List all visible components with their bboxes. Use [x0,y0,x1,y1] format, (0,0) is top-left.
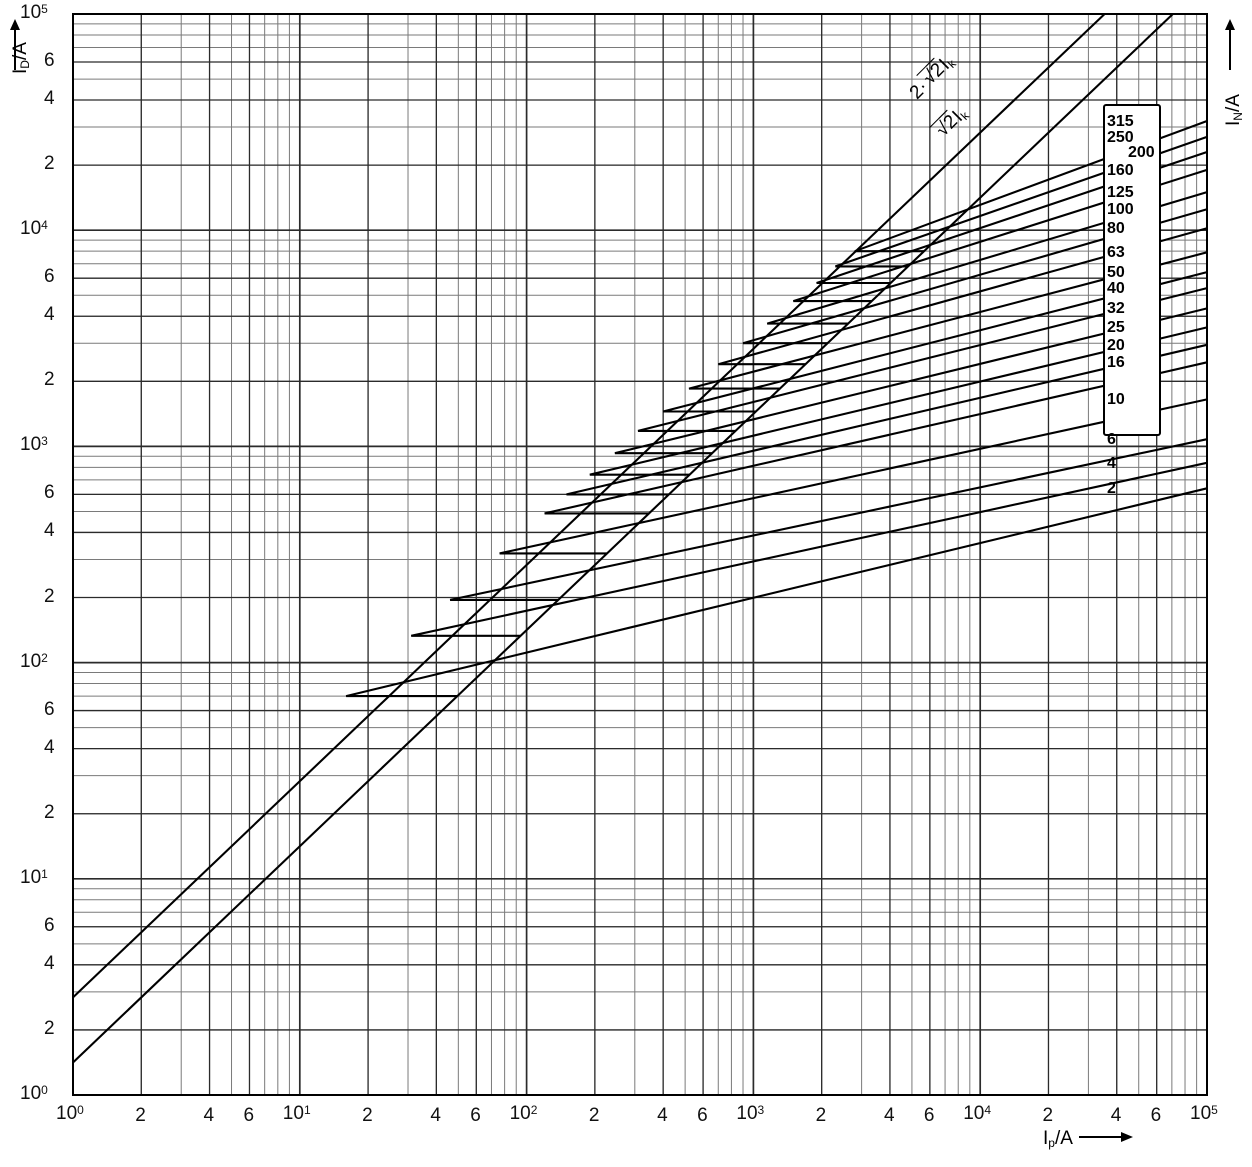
x-tick-1e2: 102 [509,1103,538,1124]
legend-entry-40: 40 [1107,280,1125,298]
legend-entry-2: 2 [1107,480,1116,498]
curve-200 [816,151,1208,285]
x-tick-2000: 2 [815,1105,827,1126]
curve-80 [718,227,1208,366]
y-tick-1e5: 105 [20,2,48,23]
curve-125 [766,191,1208,325]
y-tick-2: 2 [44,1017,55,1039]
x-tick-6000: 6 [923,1105,935,1126]
curve-16 [544,361,1208,515]
y-tick-20000: 2 [44,153,55,175]
y-tick-40: 4 [44,736,55,758]
legend-entry-160: 160 [1107,161,1134,179]
x-tick-60000: 6 [1150,1105,1162,1126]
x-tick-400: 4 [657,1105,668,1126]
x-tick-4: 4 [203,1105,215,1126]
legend-entry-63: 63 [1107,244,1125,262]
legend-entry-16: 16 [1107,354,1125,372]
y-tick-6000: 6 [44,266,55,288]
curve-32 [614,307,1208,455]
legend-entry-100: 100 [1107,201,1134,219]
legend-entry-32: 32 [1107,300,1125,318]
x-axis-arrow-icon [1079,1132,1134,1142]
legend-entry-20: 20 [1107,336,1125,354]
x-tick-1e0: 100 [56,1103,84,1124]
x-tick-1e4: 104 [963,1103,992,1124]
y-axis-left-arrow-icon [10,19,20,70]
y-tick-400: 4 [44,520,55,542]
y-tick-60: 6 [44,698,55,720]
x-tick-1e1: 101 [282,1103,311,1124]
curve-63 [688,251,1208,390]
x-tick-600: 6 [697,1105,708,1126]
reference-line-2-sqrt2-Ik [72,13,1106,999]
curve-20 [566,343,1208,496]
x-axis-unit: /A [1054,1128,1072,1149]
curve-6 [449,438,1208,601]
y-tick-1e2: 102 [20,650,48,672]
curve-40 [637,287,1208,432]
y-tick-600: 6 [44,482,55,504]
y-axis-left-title: ID/A [2,18,32,128]
y-tick-20: 2 [44,801,55,823]
y-axis-right-title: IN/A [1215,18,1249,128]
x-tick-6: 6 [243,1105,255,1126]
legend-entry-200: 200 [1128,143,1155,161]
x-tick-40: 4 [430,1105,441,1126]
legend-entry-25: 25 [1107,319,1125,337]
legend-entry-50: 50 [1107,264,1125,282]
legend-entry-125: 125 [1107,184,1134,202]
y-tick-1e3: 103 [20,434,48,456]
x-axis-subscript: p [1048,1136,1055,1150]
curve-160 [792,168,1208,303]
reference-line-sqrt2-Ik [72,13,1174,1064]
legend-entry-250: 250 [1107,128,1134,146]
curve-10 [499,398,1208,555]
y-tick-1e0: 100 [20,1083,48,1104]
legend-entry-315: 315 [1107,112,1134,130]
x-tick-1e5: 105 [1190,1103,1218,1124]
curve-2 [345,487,1208,698]
y-tick-1e4: 104 [20,218,48,240]
x-tick-40000: 4 [1110,1105,1122,1126]
x-tick-2: 2 [135,1105,146,1126]
y-tick-1e1: 101 [20,866,48,888]
x-tick-1e3: 103 [736,1103,765,1124]
curve-25 [589,326,1208,476]
y-tick-200: 2 [44,585,55,607]
y-tick-4: 4 [44,952,55,974]
x-axis-title: Ip/A [1043,1128,1135,1150]
legend-box [1103,104,1161,436]
x-tick-20: 2 [362,1105,373,1126]
y-tick-60000: 6 [44,49,55,71]
curve-4 [410,461,1208,637]
curve-250 [835,135,1208,268]
x-axis-symbol: I [1043,1128,1049,1149]
y-tick-4000: 4 [44,304,55,326]
legend-entry-4: 4 [1107,454,1116,472]
x-tick-200: 2 [588,1105,600,1126]
legend-entry-6: 6 [1107,431,1116,449]
y-tick-40000: 4 [44,88,55,110]
x-tick-60: 6 [470,1105,481,1126]
y-tick-6: 6 [44,914,55,936]
y-axis-right-arrow-icon [1225,19,1235,70]
curve-50 [662,271,1208,413]
curve-100 [742,208,1208,345]
x-tick-4000: 4 [883,1105,895,1126]
legend-entry-80: 80 [1107,220,1125,238]
legend-entry-10: 10 [1107,391,1125,409]
y-tick-2000: 2 [44,369,55,391]
x-tick-20000: 2 [1042,1105,1054,1126]
